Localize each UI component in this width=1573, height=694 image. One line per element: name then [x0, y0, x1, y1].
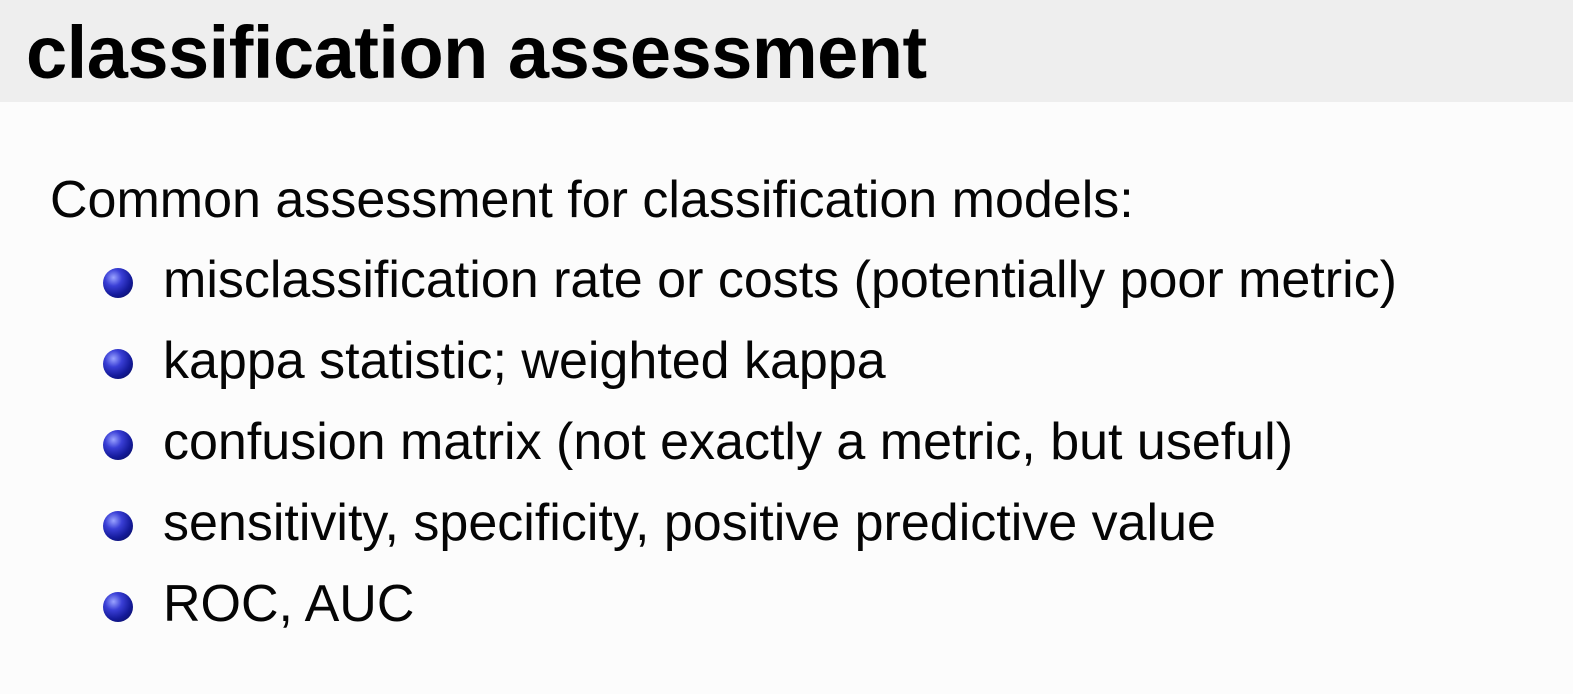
bullet-item: kappa statistic; weighted kappa: [0, 331, 1573, 401]
sphere-bullet-icon: [103, 430, 133, 460]
title-bar: classification assessment: [0, 0, 1573, 102]
intro-text: Common assessment for classification mod…: [50, 171, 1134, 229]
sphere-bullet-icon: [103, 511, 133, 541]
bullet-item: ROC, AUC: [0, 574, 1573, 644]
bullet-text: misclassification rate or costs (potenti…: [163, 251, 1397, 309]
bullet-item: sensitivity, specificity, positive predi…: [0, 493, 1573, 563]
bullet-text: ROC, AUC: [163, 575, 415, 633]
slide-content: Common assessment for classification mod…: [0, 102, 1573, 694]
bullet-text: kappa statistic; weighted kappa: [163, 332, 886, 390]
sphere-bullet-icon: [103, 268, 133, 298]
sphere-bullet-icon: [103, 592, 133, 622]
bullet-text: confusion matrix (not exactly a metric, …: [163, 413, 1294, 471]
sphere-bullet-icon: [103, 349, 133, 379]
bullet-text: sensitivity, specificity, positive predi…: [163, 494, 1216, 552]
slide-title: classification assessment: [26, 11, 927, 94]
bullet-item: misclassification rate or costs (potenti…: [0, 250, 1573, 320]
bullet-item: confusion matrix (not exactly a metric, …: [0, 412, 1573, 482]
